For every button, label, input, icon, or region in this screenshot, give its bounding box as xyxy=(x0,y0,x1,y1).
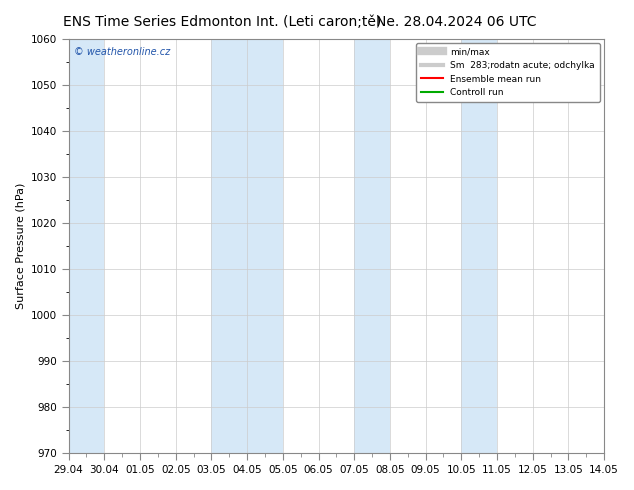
Bar xyxy=(68,39,105,453)
Text: Ne. 28.04.2024 06 UTC: Ne. 28.04.2024 06 UTC xyxy=(376,15,537,29)
Bar xyxy=(462,39,497,453)
Bar xyxy=(354,39,390,453)
Legend: min/max, Sm  283;rodatn acute; odchylka, Ensemble mean run, Controll run: min/max, Sm 283;rodatn acute; odchylka, … xyxy=(416,43,600,102)
Text: © weatheronline.cz: © weatheronline.cz xyxy=(74,47,170,57)
Text: ENS Time Series Edmonton Int. (Leti caron;tě): ENS Time Series Edmonton Int. (Leti caro… xyxy=(63,15,381,29)
Bar xyxy=(211,39,283,453)
Y-axis label: Surface Pressure (hPa): Surface Pressure (hPa) xyxy=(15,183,25,309)
